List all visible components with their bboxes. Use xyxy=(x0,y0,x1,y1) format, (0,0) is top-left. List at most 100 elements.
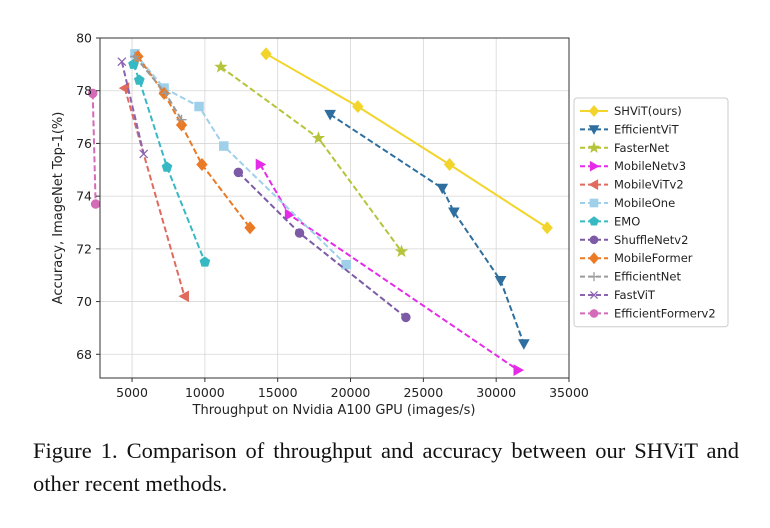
legend-label: EMO xyxy=(614,214,640,228)
data-point xyxy=(194,101,204,112)
data-point xyxy=(160,88,171,99)
data-point xyxy=(87,88,98,99)
legend-marker xyxy=(589,272,599,282)
data-point xyxy=(219,141,229,151)
legend-item: EfficientNet xyxy=(580,270,681,284)
series-shvit-ours- xyxy=(260,47,553,235)
x-tick-label: 35000 xyxy=(549,385,589,400)
y-tick-label: 74 xyxy=(76,189,92,204)
legend-item: MobileNetv3 xyxy=(580,159,686,173)
legend-marker xyxy=(588,105,600,117)
series-line xyxy=(91,93,97,205)
data-point xyxy=(175,118,188,132)
legend-item: FasterNet xyxy=(580,141,670,155)
x-axis-label: Throughput on Nvidia A100 GPU (images/s) xyxy=(192,403,476,418)
data-point xyxy=(255,158,267,171)
data-point xyxy=(541,221,553,235)
y-axis-label: Accuracy, ImageNet Top-1(%) xyxy=(51,112,66,305)
data-point xyxy=(311,131,326,144)
legend-label: EfficientFormerv2 xyxy=(614,306,716,320)
y-tick-label: 78 xyxy=(76,83,92,98)
legend-marker xyxy=(589,235,599,245)
y-tick-label: 70 xyxy=(76,294,92,309)
data-point xyxy=(401,312,411,323)
data-point xyxy=(324,109,336,121)
legend-marker xyxy=(588,179,599,190)
series-line xyxy=(123,87,186,297)
legend-marker xyxy=(589,216,599,226)
legend-label: MobileNetv3 xyxy=(614,159,686,173)
data-point xyxy=(129,51,140,62)
series-efficientformerv2 xyxy=(87,88,101,209)
x-tick-label: 15000 xyxy=(258,385,298,400)
y-tick-label: 68 xyxy=(76,347,92,362)
series-efficientvit xyxy=(324,109,530,350)
legend-item: FastViT xyxy=(580,288,656,302)
data-point xyxy=(284,208,296,221)
legend-label: MobileFormer xyxy=(614,251,693,265)
legend-item: SHViT(ours) xyxy=(580,104,682,118)
series-fastvit xyxy=(117,57,149,159)
x-tick-label: 30000 xyxy=(476,385,516,400)
legend-marker xyxy=(588,252,600,265)
data-point xyxy=(90,199,101,209)
data-point xyxy=(176,114,187,125)
data-point xyxy=(196,157,208,172)
plot-frame xyxy=(99,37,570,379)
y-tick-label: 72 xyxy=(76,241,92,256)
data-point xyxy=(352,100,364,114)
legend-label: FasterNet xyxy=(614,141,670,155)
x-tick-label: 25000 xyxy=(403,385,443,400)
series-layer xyxy=(87,47,553,376)
legend-label: EfficientViT xyxy=(614,122,680,136)
data-point xyxy=(494,275,507,287)
y-tick-label: 80 xyxy=(76,31,92,46)
data-point xyxy=(117,57,127,67)
legend-marker xyxy=(588,125,600,135)
data-point xyxy=(244,221,256,235)
legend-item: MobileViTv2 xyxy=(580,178,684,192)
legend-marker xyxy=(589,290,599,300)
data-point xyxy=(448,207,460,218)
ticks: 5000 10000 15000 20000 25000 30000 35000 68 70 72… xyxy=(76,31,589,401)
legend-label: EfficientNet xyxy=(614,270,681,284)
data-point xyxy=(214,60,228,73)
legend-marker xyxy=(589,309,599,318)
legend-item: MobileOne xyxy=(580,196,675,210)
data-point xyxy=(139,149,149,159)
y-tick-label: 76 xyxy=(76,136,92,151)
legend-box xyxy=(573,97,729,328)
legend-label: ShuffleNetv2 xyxy=(614,233,688,247)
legend: SHViT(ours) EfficientViT FasterNet MobileNe… xyxy=(573,97,729,328)
data-point xyxy=(443,157,456,172)
series-shufflenetv2 xyxy=(233,167,411,323)
data-point xyxy=(517,339,530,350)
legend-label: MobileOne xyxy=(614,196,675,210)
data-point xyxy=(513,364,525,376)
legend-label: SHViT(ours) xyxy=(614,104,682,118)
legend-marker xyxy=(589,198,599,208)
series-mobilenetv3 xyxy=(255,158,525,376)
legend-label: FastViT xyxy=(614,288,656,302)
data-point xyxy=(133,74,145,85)
data-point xyxy=(178,290,189,303)
series-line xyxy=(265,52,548,229)
legend-marker xyxy=(587,141,601,154)
data-point xyxy=(161,161,173,172)
data-point xyxy=(294,228,305,238)
legend-item: ShuffleNetv2 xyxy=(580,233,688,247)
series-line xyxy=(329,113,525,345)
legend-item: EfficientFormerv2 xyxy=(580,306,716,320)
x-tick-label: 5000 xyxy=(116,385,148,400)
data-point xyxy=(341,259,351,270)
legend-label: MobileViTv2 xyxy=(614,178,684,192)
chart: 5000 10000 15000 20000 25000 30000 35000 68 70 72… xyxy=(51,31,729,418)
series-fasternet xyxy=(214,60,409,258)
x-tick-label: 20000 xyxy=(331,385,371,400)
legend-item: EfficientViT xyxy=(580,122,680,136)
series-efficientnet xyxy=(129,51,187,125)
series-line xyxy=(120,61,145,155)
figure-caption: Figure 1. Comparison of throughput and a… xyxy=(33,438,739,496)
data-point xyxy=(394,244,409,258)
plot-area xyxy=(100,38,569,378)
